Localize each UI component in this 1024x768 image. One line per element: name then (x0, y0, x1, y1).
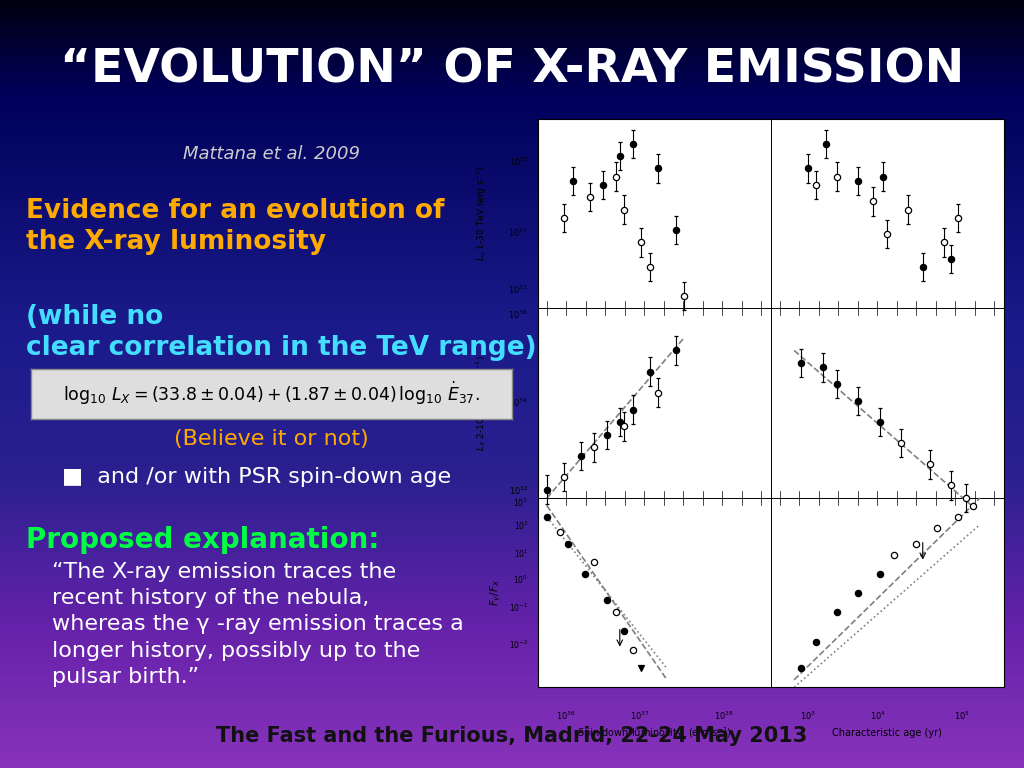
Text: $10^{1}$: $10^{1}$ (514, 548, 528, 560)
Text: $L_X$ 2-10 keV (erg s$^{-1}$): $L_X$ 2-10 keV (erg s$^{-1}$) (474, 356, 488, 451)
Text: “The X-ray emission traces the
recent history of the nebula,
whereas the γ -ray : “The X-ray emission traces the recent hi… (52, 561, 464, 687)
Text: $10^{0}$: $10^{0}$ (513, 573, 528, 585)
Text: $10^{36}$: $10^{36}$ (556, 710, 575, 723)
Text: $10^{38}$: $10^{38}$ (714, 710, 734, 723)
Text: (while no
clear correlation in the TeV range).: (while no clear correlation in the TeV r… (26, 304, 547, 362)
Text: $10^{3}$: $10^{3}$ (800, 710, 816, 723)
Text: $10^{5}$: $10^{5}$ (953, 710, 970, 723)
Text: (Believe it or not): (Believe it or not) (174, 429, 369, 449)
Text: $10^{34}$: $10^{34}$ (508, 397, 528, 409)
Text: ■  Excellent correlation with Edot: ■ Excellent correlation with Edot (62, 379, 438, 399)
Text: $L_{\gamma}$ 1-30 TeV (erg s$^{-1}$): $L_{\gamma}$ 1-30 TeV (erg s$^{-1}$) (474, 165, 488, 260)
Text: $10^{35}$: $10^{35}$ (509, 155, 528, 168)
Text: “EVOLUTION” OF X-RAY EMISSION: “EVOLUTION” OF X-RAY EMISSION (59, 48, 965, 92)
Text: $10^{33}$: $10^{33}$ (509, 283, 528, 296)
Text: $10^{-2}$: $10^{-2}$ (509, 638, 528, 651)
Text: $10^{32}$: $10^{32}$ (509, 485, 528, 498)
Text: Evidence for an evolution of
the X-ray luminosity: Evidence for an evolution of the X-ray l… (26, 198, 444, 255)
Text: $F_{\gamma}/F_X$: $F_{\gamma}/F_X$ (488, 579, 503, 606)
Text: Characteristic age (yr): Characteristic age (yr) (833, 728, 942, 738)
Text: $10^{4}$: $10^{4}$ (869, 710, 886, 723)
Text: $10^{-1}$: $10^{-1}$ (509, 601, 528, 614)
Text: The Fast and the Furious, Madrid, 22-24 May 2013: The Fast and the Furious, Madrid, 22-24 … (216, 727, 808, 746)
Text: $10^{37}$: $10^{37}$ (630, 710, 650, 723)
Text: $\log_{10}\,L_X = (33.8\pm0.04) + (1.87\pm0.04)\,\log_{10}\,\dot{E}_{37}.$: $\log_{10}\,L_X = (33.8\pm0.04) + (1.87\… (62, 380, 480, 407)
Text: $10^{2}$: $10^{2}$ (514, 519, 528, 531)
Text: $10^{36}$: $10^{36}$ (509, 309, 528, 321)
Text: ■  and /or with PSR spin-down age: ■ and /or with PSR spin-down age (62, 467, 452, 487)
Text: Proposed explanation:: Proposed explanation: (26, 526, 379, 554)
Text: $10^{3}$: $10^{3}$ (513, 496, 528, 509)
Text: $10^{34}$: $10^{34}$ (508, 227, 528, 239)
Text: Spin-down luminosity  (erg s$^{-1}$): Spin-down luminosity (erg s$^{-1}$) (577, 725, 731, 740)
Text: Mattana et al. 2009: Mattana et al. 2009 (183, 145, 359, 163)
